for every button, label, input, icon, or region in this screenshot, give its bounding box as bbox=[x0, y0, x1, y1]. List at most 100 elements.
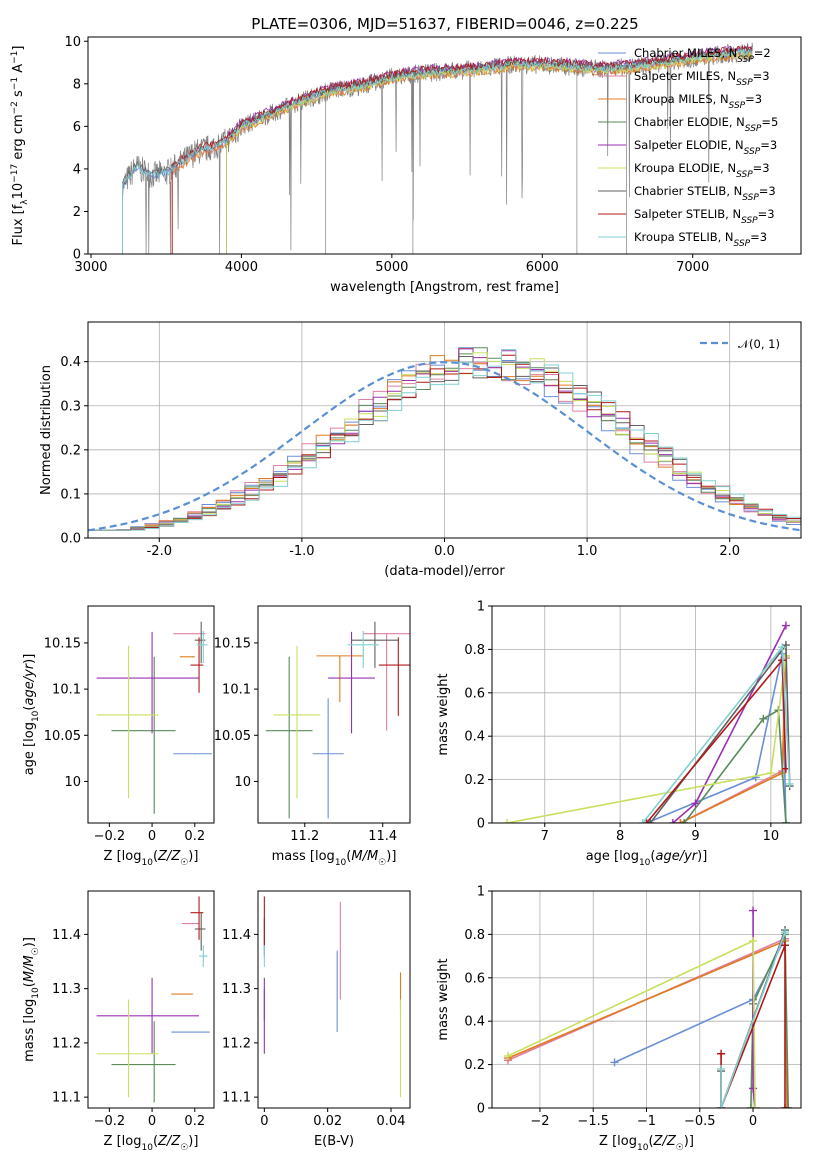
plot-area bbox=[263, 896, 402, 1098]
errorbar-point bbox=[171, 993, 194, 995]
panel-mass_vs_ebv: 0 0.02 0.04 11.1 11.2 11.3 11.4 E(B-V) bbox=[222, 890, 411, 1149]
y-tick-label: 10.15 bbox=[44, 636, 81, 651]
weight-marker bbox=[638, 819, 647, 823]
legend: Chabrier MILES, NSSP=2 Salpeter MILES, NS… bbox=[598, 46, 778, 249]
weight-marker bbox=[746, 1104, 755, 1108]
errorbar-point bbox=[316, 655, 364, 703]
weight-marker bbox=[717, 1104, 726, 1108]
weight-marker bbox=[610, 1058, 619, 1067]
panel-residuals: -2.0 -1.0 0.0 1.0 2.0 0.0 0.1 0.2 0.3 0.4 (data-mo… bbox=[39, 321, 802, 579]
legend-entry: Chabrier MILES, NSSP=2 bbox=[634, 46, 771, 65]
y-tick-label: 10.05 bbox=[44, 729, 81, 744]
weight-series bbox=[645, 658, 787, 823]
weight-marker bbox=[781, 941, 790, 950]
y-tick-label: 0.2 bbox=[464, 773, 485, 788]
residual-histogram bbox=[88, 349, 801, 531]
x-tick-label: 9 bbox=[691, 829, 699, 844]
axes-frame bbox=[87, 890, 215, 1109]
weight-marker bbox=[781, 819, 790, 823]
y-tick-label: 0.1 bbox=[60, 487, 81, 502]
x-tick-label: 10 bbox=[763, 829, 780, 844]
y-tick-label: 0.2 bbox=[60, 443, 81, 458]
weight-marker bbox=[749, 936, 758, 945]
y-tick-label: 11.2 bbox=[52, 1036, 81, 1051]
panel-mass_vs_Z: −0.2 0 0.2 11.1 11.2 11.3 11.4 Z [log10(Z/Z☉)] m… bbox=[22, 890, 215, 1153]
weight-series bbox=[750, 934, 789, 1108]
axes-frame bbox=[87, 605, 215, 824]
x-tick-label: 0 bbox=[148, 829, 156, 844]
legend-entry: Kroupa STELIB, NSSP=3 bbox=[634, 230, 767, 249]
x-tick-label: -1.0 bbox=[289, 544, 314, 559]
errorbar-point bbox=[378, 637, 410, 716]
y-tick-label: 10.1 bbox=[52, 683, 81, 698]
y-axis-label: mass [log10(M/M☉)] bbox=[22, 937, 41, 1062]
y-tick-label: 0 bbox=[73, 248, 81, 263]
errorbar-point bbox=[96, 999, 159, 1098]
x-tick-label: −0.5 bbox=[684, 1114, 716, 1129]
weight-marker bbox=[749, 906, 758, 915]
legend-entry: Kroupa MILES, NSSP=3 bbox=[634, 92, 762, 111]
weight-marker bbox=[778, 643, 787, 652]
errorbar-point bbox=[265, 656, 313, 819]
errorbar-point bbox=[196, 630, 208, 664]
y-tick-label: 0 bbox=[477, 1102, 485, 1117]
y-tick-label: 8 bbox=[73, 77, 81, 92]
weight-marker bbox=[503, 1051, 512, 1060]
weight-marker bbox=[781, 928, 790, 937]
weight-series bbox=[642, 645, 791, 823]
normal-curve bbox=[88, 360, 801, 532]
errorbar-point bbox=[173, 633, 206, 635]
x-tick-label: 0.02 bbox=[313, 1114, 342, 1129]
errorbar-point bbox=[96, 631, 200, 734]
y-tick-label: 1 bbox=[477, 885, 485, 900]
errorbar-point bbox=[273, 645, 321, 799]
weight-marker bbox=[668, 819, 677, 823]
panel-age_vs_mass: 11.2 11.4 10 10.05 10.1 10.15 mass [log10(M/M☉… bbox=[214, 605, 411, 868]
weight-marker bbox=[680, 819, 689, 823]
y-tick-label: 0.6 bbox=[464, 686, 485, 701]
errorbar-point bbox=[328, 631, 375, 734]
y-tick-label: 1 bbox=[477, 600, 485, 615]
weight-marker bbox=[781, 1104, 790, 1108]
x-tick-label: 0 bbox=[260, 1114, 268, 1129]
axes-frame bbox=[257, 605, 411, 824]
y-tick-label: 6 bbox=[73, 120, 81, 135]
y-tick-label: 10.15 bbox=[214, 636, 251, 651]
legend-entry: Chabrier STELIB, NSSP=3 bbox=[634, 184, 776, 203]
x-tick-label: 6000 bbox=[526, 260, 559, 275]
errorbar-point bbox=[96, 977, 200, 1054]
y-tick-label: 0.2 bbox=[464, 1058, 485, 1073]
x-axis-label: (data-model)/error bbox=[384, 564, 505, 579]
weight-series bbox=[680, 655, 787, 823]
x-axis-label: mass [log10(M/M☉)] bbox=[272, 849, 397, 868]
weight-marker bbox=[642, 819, 651, 823]
x-tick-label: −0.2 bbox=[94, 829, 126, 844]
x-tick-label: 0.0 bbox=[434, 544, 455, 559]
x-tick-label: 0.04 bbox=[377, 1114, 406, 1129]
weight-series bbox=[720, 931, 786, 1108]
panel-spectrum: 3000 4000 5000 6000 7000 0 2 4 6 8 10 wavelength [A… bbox=[10, 35, 802, 295]
y-tick-label: 11.1 bbox=[222, 1091, 251, 1106]
x-axis-label: Z [log10(Z/Z☉)] bbox=[104, 849, 199, 868]
weight-marker bbox=[751, 773, 760, 782]
legend-entry: Chabrier ELODIE, NSSP=5 bbox=[634, 115, 778, 134]
y-tick-label: 0 bbox=[477, 817, 485, 832]
legend-entry: Salpeter STELIB, NSSP=3 bbox=[634, 207, 775, 226]
legend-entry: 𝒩(0, 1) bbox=[738, 337, 780, 351]
errorbar-point bbox=[347, 630, 379, 668]
plot-area bbox=[492, 606, 801, 823]
plot-area bbox=[265, 621, 410, 819]
y-tick-label: 0.8 bbox=[464, 643, 485, 658]
y-tick-label: 0.6 bbox=[464, 971, 485, 986]
y-tick-label: 11.3 bbox=[222, 982, 251, 997]
x-tick-label: 1.0 bbox=[577, 544, 598, 559]
x-tick-label: 2.0 bbox=[719, 544, 740, 559]
errorbar-point bbox=[194, 912, 206, 951]
plot-area bbox=[122, 42, 753, 254]
x-axis-label: wavelength [Angstrom, rest frame] bbox=[330, 280, 559, 295]
plot-area bbox=[492, 891, 801, 1108]
errorbar-point bbox=[181, 922, 200, 925]
x-tick-label: −1 bbox=[637, 1114, 656, 1129]
weight-series bbox=[680, 658, 787, 823]
x-tick-label: 0 bbox=[749, 1114, 757, 1129]
